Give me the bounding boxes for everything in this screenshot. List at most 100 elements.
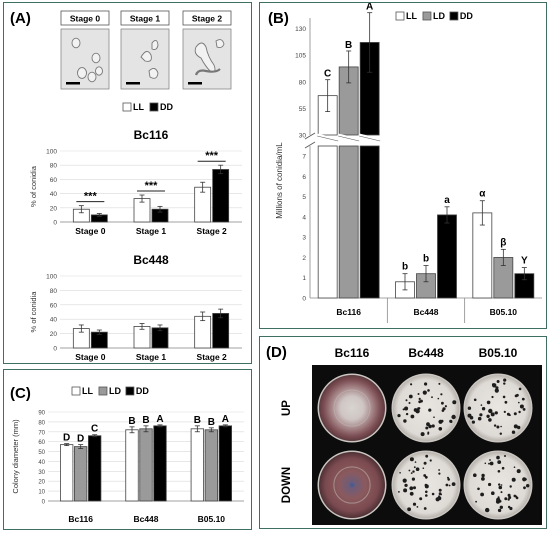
- significance-letter: B: [194, 415, 201, 426]
- plate-photos: Bc116 Bc448 B05.10 UP DOWN: [281, 346, 533, 520]
- column-label: Bc116: [335, 346, 370, 360]
- sclerotium: [424, 483, 428, 487]
- sclerotium: [438, 488, 442, 492]
- sclerotium: [488, 408, 493, 414]
- sclerotium: [477, 416, 482, 421]
- sclerotium: [438, 469, 440, 471]
- stage-label-box: [60, 10, 110, 26]
- bar-dd: [212, 313, 230, 349]
- sclerotium: [442, 407, 446, 411]
- sclerotium: [513, 466, 516, 468]
- x-category-label: Stage 1: [136, 352, 167, 362]
- significance-letter: D: [63, 433, 70, 444]
- bar-ll: [125, 429, 139, 502]
- y-tick-label: 6: [302, 174, 306, 181]
- sclerotium: [467, 406, 472, 410]
- legend-label-dd: DD: [460, 11, 473, 21]
- panel-a-chart: (A) Stage 0 Stage 1 Stage 2 LL DD 0 20 40 60 80…: [10, 10, 242, 362]
- y-tick-label: 3: [302, 235, 306, 242]
- significance-letter: B: [345, 40, 352, 51]
- y-tick-label: 130: [295, 26, 306, 33]
- sclerotium: [415, 467, 420, 471]
- sclerotium: [491, 491, 495, 495]
- sclerotium: [507, 498, 510, 501]
- sclerotium: [496, 455, 500, 460]
- sclerotium: [495, 386, 499, 390]
- panel-label-a: (A): [10, 10, 31, 27]
- sclerotium: [471, 420, 475, 424]
- x-category-label: Bc448: [413, 307, 438, 317]
- sclerotium: [423, 461, 427, 465]
- germ-tube: [194, 68, 221, 76]
- sclerotium: [440, 393, 443, 396]
- sclerotium: [418, 400, 422, 404]
- sclerotium: [521, 405, 524, 408]
- y-tick-label: 55: [299, 106, 307, 113]
- y-tick-label: 20: [38, 480, 45, 486]
- sclerotium: [501, 466, 505, 470]
- y-tick-label: 30: [38, 470, 45, 476]
- sclerotium: [488, 482, 492, 487]
- y-tick-label: 105: [295, 53, 306, 60]
- sclerotium: [493, 424, 497, 427]
- y-tick-label: 80: [38, 420, 45, 426]
- significance-letter: D: [77, 434, 84, 445]
- significance-letter: C: [91, 424, 98, 435]
- stage-label-box: [120, 10, 170, 26]
- sclerotium: [424, 475, 428, 479]
- sclerotium: [403, 488, 408, 493]
- sclerotium: [473, 398, 477, 402]
- sclerotium: [422, 467, 425, 469]
- panel-b: (B) LL LD DD 0 1 2 3 4 5 6 7 30 55 80 105 130 Millions o…: [259, 2, 547, 329]
- sclerotium: [495, 499, 501, 504]
- sclerotium: [489, 459, 491, 461]
- chart-title: Bc448: [133, 253, 169, 267]
- sclerotium: [508, 496, 512, 499]
- bar-ll: [317, 145, 338, 299]
- sclerotium: [481, 477, 485, 481]
- significance-letter: B: [142, 415, 149, 426]
- bar-dd: [359, 145, 380, 299]
- sclerotium: [425, 426, 429, 430]
- significance-letter: A: [222, 414, 229, 425]
- y-tick-label: 0: [42, 500, 46, 506]
- sclerotium: [503, 378, 507, 382]
- significance-letter: b: [423, 254, 429, 265]
- significance-letter: B: [208, 417, 215, 428]
- significance-letter: α: [479, 189, 486, 200]
- y-tick-label: 80: [299, 79, 307, 86]
- sclerotium: [480, 404, 483, 406]
- conidium: [215, 39, 225, 49]
- sclerotium: [403, 419, 407, 423]
- sclerotium: [497, 496, 500, 499]
- sclerotium: [518, 387, 522, 391]
- sclerotium: [451, 414, 456, 420]
- sclerotium: [513, 424, 518, 429]
- y-tick-label: 0: [53, 220, 57, 227]
- legend-label-ld: LD: [433, 11, 445, 21]
- sclerotia-plate: [465, 452, 531, 518]
- sclerotium: [417, 393, 420, 395]
- x-category-label: Stage 1: [136, 226, 167, 236]
- mycelium-plate: [319, 375, 385, 441]
- sclerotium: [489, 461, 494, 466]
- sclerotium: [435, 497, 440, 502]
- sclerotium: [499, 432, 502, 435]
- sclerotium: [425, 490, 428, 494]
- sclerotium: [473, 473, 477, 477]
- sclerotium: [425, 494, 428, 497]
- y-tick-label: 70: [38, 430, 45, 436]
- sclerotium: [427, 432, 430, 435]
- sclerotium: [404, 406, 409, 411]
- y-tick-label: 60: [50, 177, 58, 184]
- sclerotium: [414, 461, 417, 463]
- y-tick-label: 40: [38, 460, 45, 466]
- sclerotium: [522, 408, 526, 411]
- sclerotium: [451, 482, 456, 486]
- y-tick-label: 80: [50, 288, 58, 295]
- chart-bc116: 0 20 40 60 80 100 Stage 0 *** Stage 1 *** Stage 2 *…: [29, 128, 242, 236]
- axis-break: [304, 141, 316, 149]
- sclerotium: [445, 483, 449, 487]
- y-tick-label: 1: [302, 275, 306, 282]
- stage-label-box: [182, 10, 232, 26]
